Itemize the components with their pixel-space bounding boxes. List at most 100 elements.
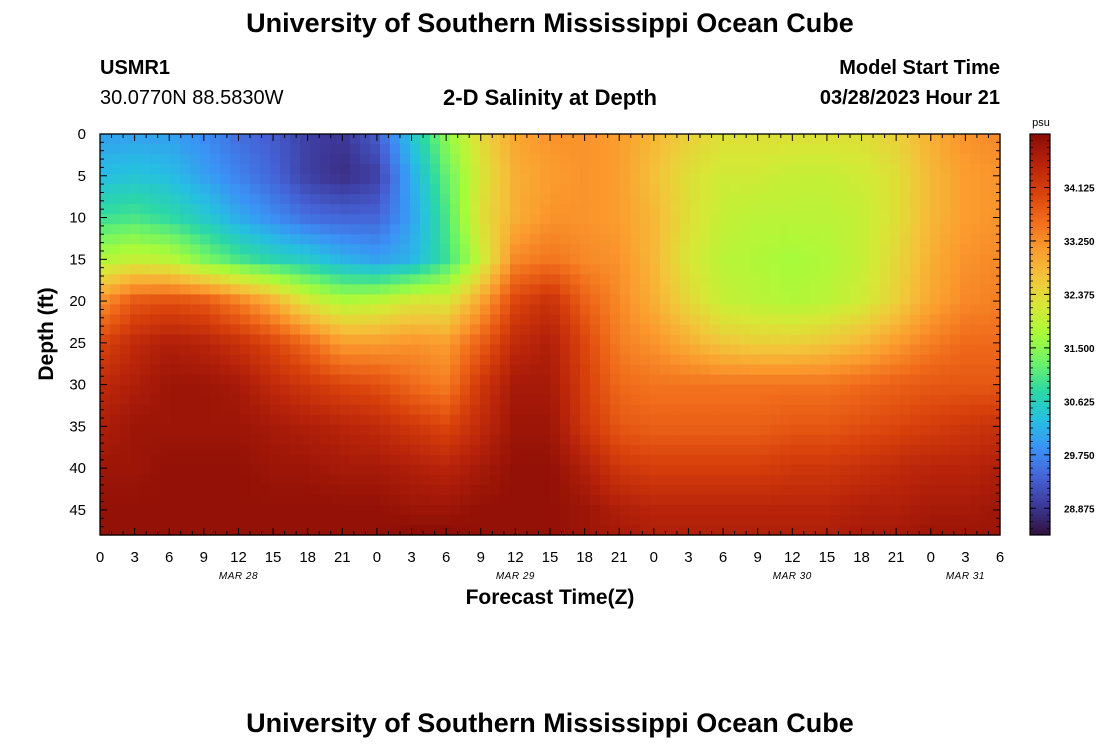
heatmap-cell bbox=[240, 254, 251, 265]
heatmap-cell bbox=[940, 304, 951, 316]
heatmap-cell bbox=[270, 294, 281, 306]
heatmap-cell bbox=[890, 474, 901, 486]
heatmap-cell bbox=[780, 224, 791, 235]
heatmap-cell bbox=[310, 324, 321, 336]
heatmap-cell bbox=[620, 474, 631, 486]
heatmap-cell bbox=[160, 274, 171, 285]
heatmap-cell bbox=[160, 444, 171, 456]
heatmap-cell bbox=[310, 214, 321, 225]
heatmap-cell bbox=[350, 174, 361, 185]
heatmap-cell bbox=[550, 444, 561, 456]
heatmap-cell bbox=[200, 434, 211, 446]
heatmap-cell bbox=[680, 234, 691, 245]
heatmap-cell bbox=[300, 244, 311, 255]
heatmap-cell bbox=[270, 184, 281, 195]
heatmap-cell bbox=[230, 374, 241, 386]
heatmap-cell bbox=[540, 244, 551, 255]
heatmap-cell bbox=[540, 344, 551, 356]
heatmap-cell bbox=[330, 414, 341, 426]
heatmap-cell bbox=[530, 274, 541, 285]
heatmap-cell bbox=[940, 344, 951, 356]
heatmap-cell bbox=[800, 394, 811, 406]
heatmap-cell bbox=[220, 174, 231, 185]
heatmap-cell bbox=[460, 494, 471, 506]
heatmap-cell bbox=[900, 524, 911, 536]
heatmap-cell bbox=[820, 314, 831, 326]
heatmap-cell bbox=[490, 314, 501, 326]
heatmap-cell bbox=[960, 304, 971, 316]
heatmap-cell bbox=[400, 344, 411, 356]
heatmap-cell bbox=[940, 354, 951, 366]
heatmap-cell bbox=[880, 344, 891, 356]
heatmap-cell bbox=[550, 264, 561, 275]
heatmap-cell bbox=[110, 284, 121, 296]
heatmap-cell bbox=[720, 394, 731, 406]
heatmap-cell bbox=[480, 404, 491, 416]
heatmap-cell bbox=[240, 354, 251, 366]
heatmap-cell bbox=[190, 164, 201, 175]
heatmap-cell bbox=[300, 344, 311, 356]
heatmap-cell bbox=[120, 464, 131, 476]
heatmap-cell bbox=[250, 204, 261, 215]
heatmap-cell bbox=[950, 294, 961, 306]
heatmap-cell bbox=[230, 134, 241, 145]
heatmap-cell bbox=[870, 394, 881, 406]
heatmap-cell bbox=[980, 134, 991, 145]
heatmap-cell bbox=[370, 344, 381, 356]
heatmap-cell bbox=[370, 334, 381, 346]
heatmap-cell bbox=[520, 384, 531, 396]
heatmap-cell bbox=[990, 374, 1001, 386]
heatmap-cell bbox=[820, 204, 831, 215]
heatmap-cell bbox=[340, 294, 351, 306]
heatmap-cell bbox=[420, 344, 431, 356]
heatmap-cell bbox=[190, 304, 201, 316]
heatmap-cell bbox=[450, 214, 461, 225]
heatmap-cell bbox=[230, 394, 241, 406]
heatmap-cell bbox=[730, 464, 741, 476]
heatmap-cell bbox=[670, 154, 681, 165]
heatmap-cell bbox=[840, 394, 851, 406]
heatmap-cell bbox=[750, 144, 761, 155]
heatmap-cell bbox=[410, 334, 421, 346]
heatmap-cell bbox=[930, 434, 941, 446]
heatmap-cell bbox=[800, 434, 811, 446]
heatmap-cell bbox=[180, 504, 191, 516]
heatmap-cell bbox=[900, 494, 911, 506]
heatmap-cell bbox=[210, 444, 221, 456]
heatmap-cell bbox=[960, 264, 971, 275]
heatmap-cell bbox=[560, 314, 571, 326]
heatmap-cell bbox=[830, 394, 841, 406]
heatmap-cell bbox=[380, 354, 391, 366]
heatmap-cell bbox=[430, 364, 441, 376]
heatmap-cell bbox=[860, 184, 871, 195]
heatmap-cell bbox=[540, 514, 551, 526]
heatmap-cell bbox=[470, 384, 481, 396]
heatmap-cell bbox=[930, 264, 941, 275]
heatmap-cell bbox=[910, 224, 921, 235]
heatmap-cell bbox=[120, 514, 131, 526]
heatmap-cell bbox=[200, 404, 211, 416]
heatmap-cell bbox=[750, 134, 761, 145]
heatmap-cell bbox=[380, 264, 391, 275]
heatmap-cell bbox=[810, 524, 821, 536]
heatmap-cell bbox=[600, 204, 611, 215]
heatmap-cell bbox=[450, 164, 461, 175]
heatmap-cell bbox=[220, 244, 231, 255]
heatmap-cell bbox=[680, 404, 691, 416]
heatmap-cell bbox=[350, 444, 361, 456]
heatmap-cell bbox=[410, 214, 421, 225]
heatmap-cell bbox=[130, 394, 141, 406]
heatmap-cell bbox=[480, 264, 491, 275]
heatmap-cell bbox=[990, 394, 1001, 406]
heatmap-cell bbox=[500, 264, 511, 275]
heatmap-cell bbox=[470, 324, 481, 336]
heatmap-cell bbox=[610, 254, 621, 265]
heatmap-cell bbox=[700, 414, 711, 426]
heatmap-cell bbox=[230, 174, 241, 185]
heatmap-cell bbox=[960, 234, 971, 245]
heatmap-cell bbox=[960, 424, 971, 436]
heatmap-cell bbox=[700, 424, 711, 436]
heatmap-cell bbox=[590, 324, 601, 336]
heatmap-cell bbox=[310, 304, 321, 316]
heatmap-cell bbox=[700, 184, 711, 195]
